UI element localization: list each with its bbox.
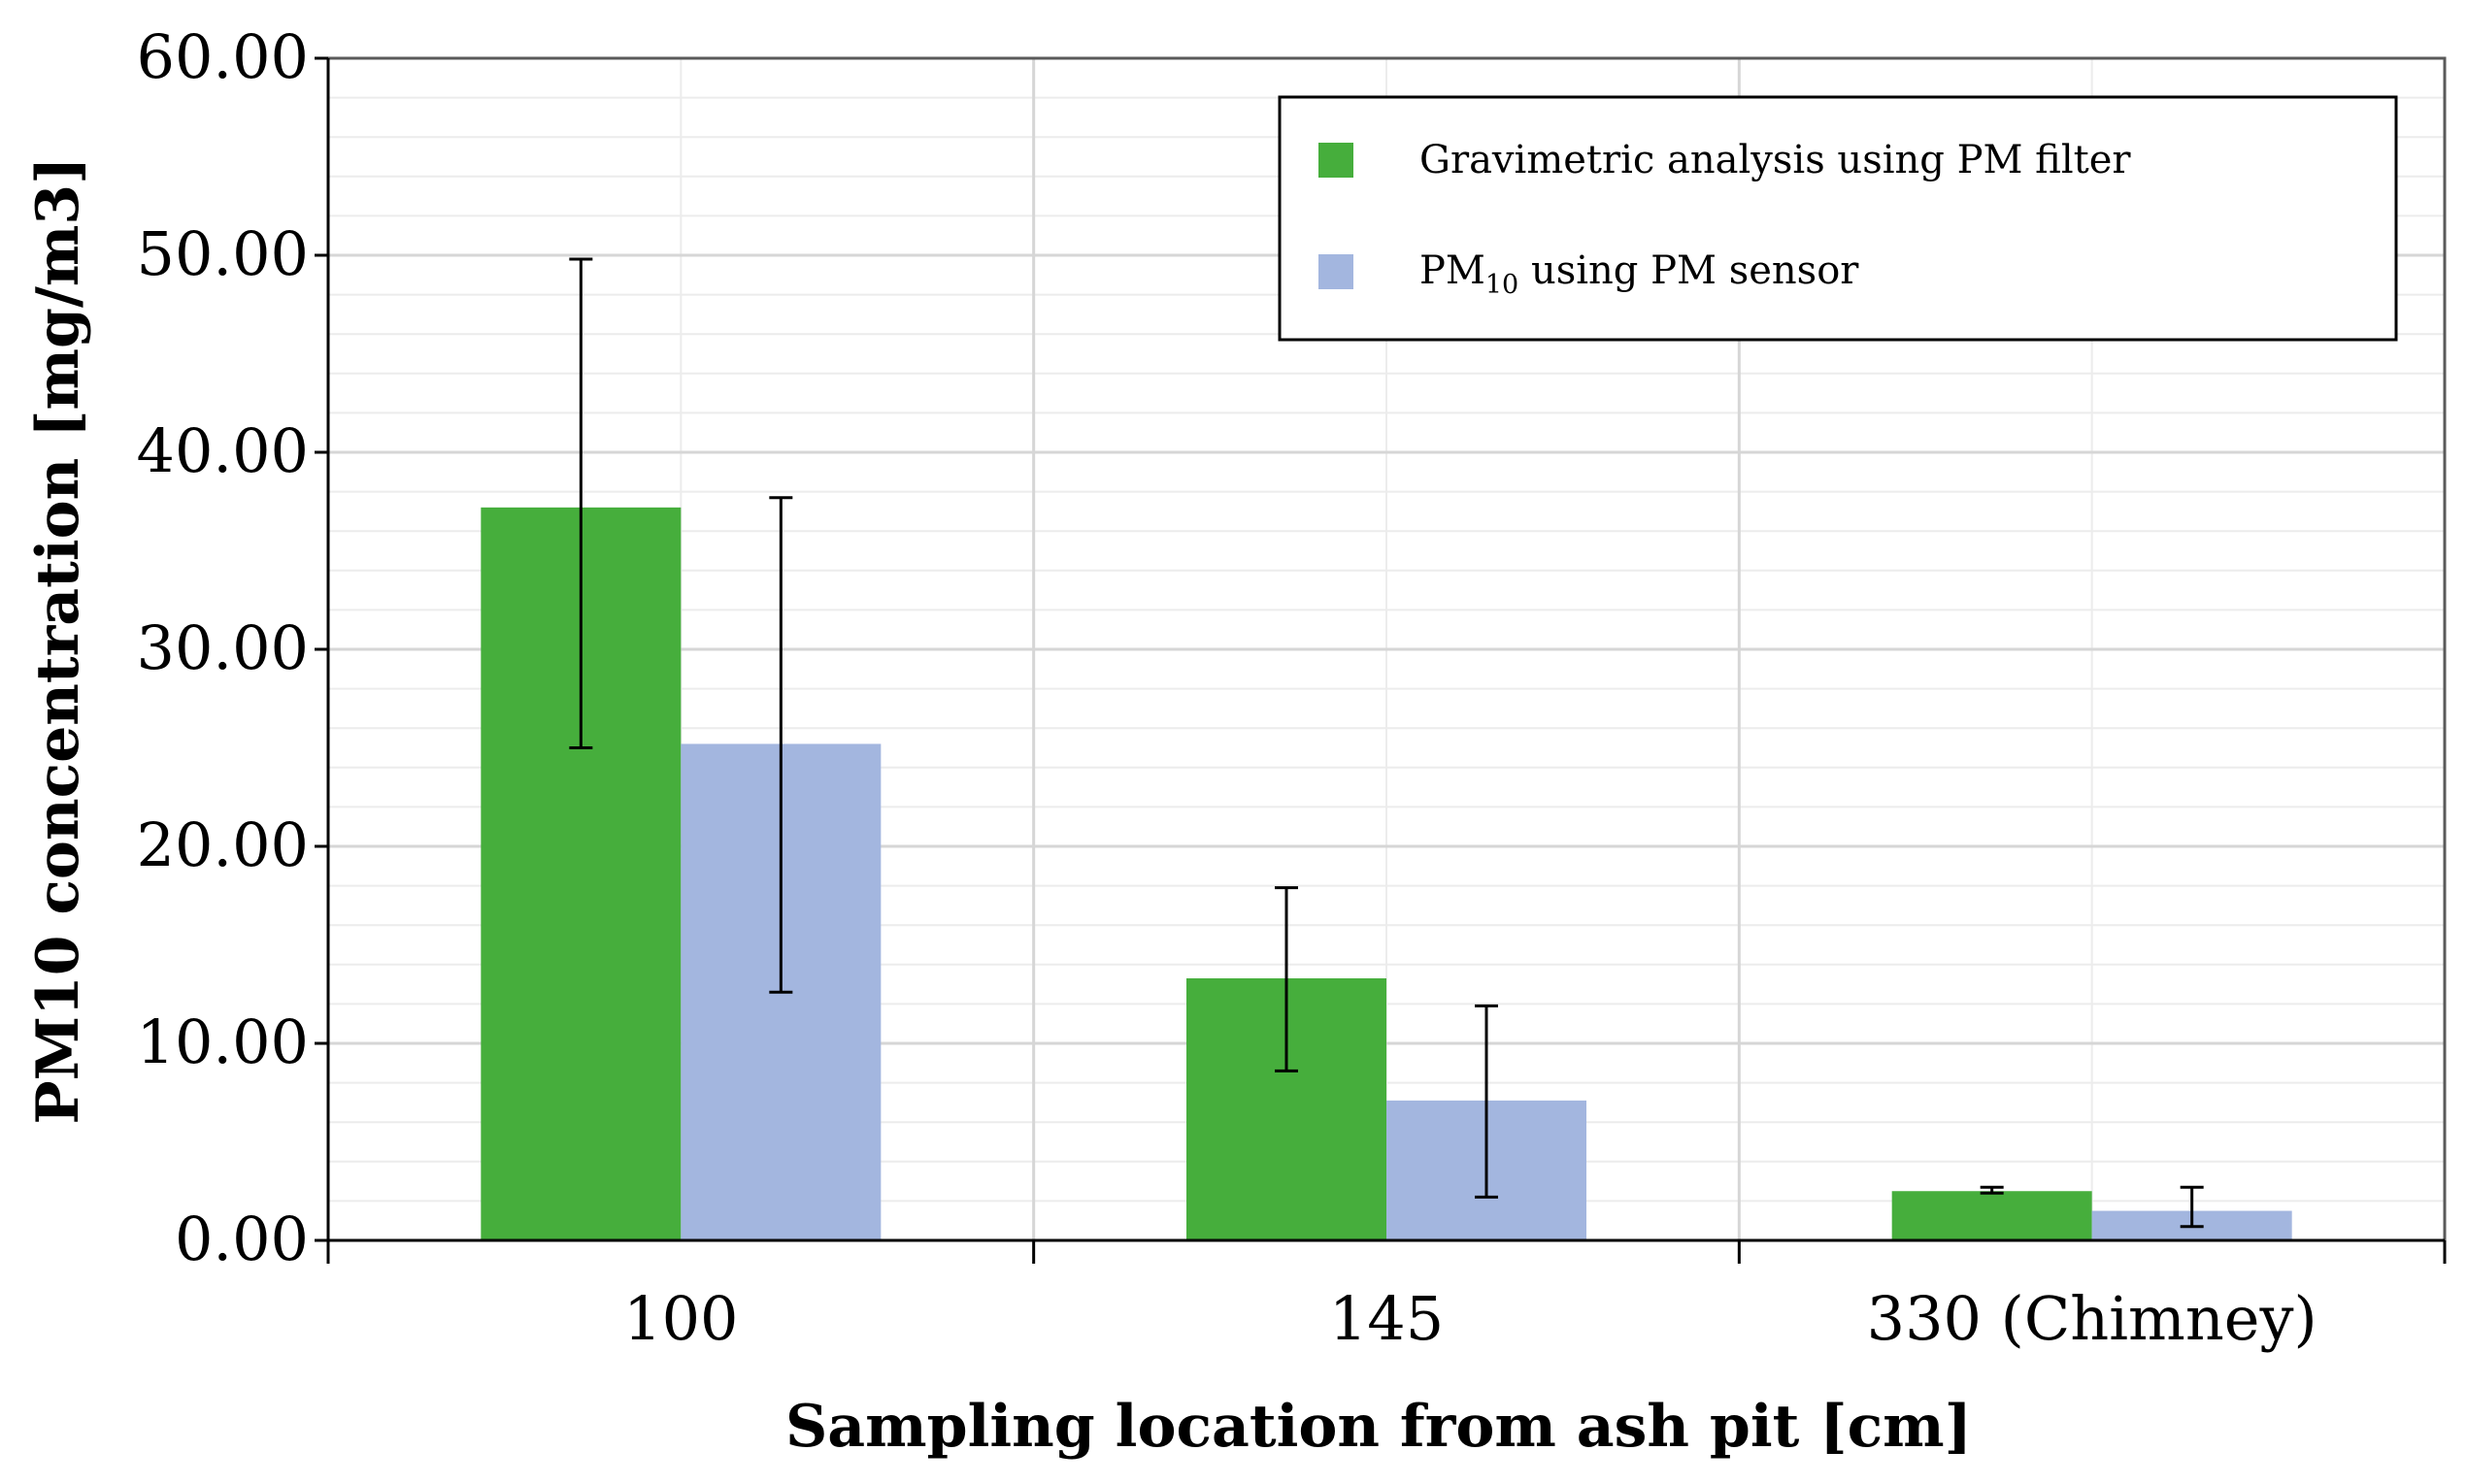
error-bar-gravimetric-2: [1980, 1185, 2004, 1195]
x-tick-label: 145: [1329, 1283, 1444, 1354]
legend-box: [1278, 95, 2398, 342]
y-tick-label: 50.00: [137, 218, 310, 289]
y-tick-label: 0.00: [175, 1204, 309, 1274]
bar-gravimetric-2: [1891, 1191, 2092, 1240]
error-bars: [569, 257, 2204, 1229]
tick-labels: 0.00 10.00 20.00 30.00 40.00 50.00 60.00 100 145…: [137, 21, 2317, 1354]
error-bar-pm-sensor-1: [1475, 1004, 1498, 1199]
error-bar-pm-sensor-0: [769, 496, 793, 994]
y-axis-title: PM10 concentration [mg/m3]: [24, 156, 92, 1124]
y-tick-label: 60.00: [137, 21, 310, 92]
axes: [315, 56, 2447, 1264]
legend-swatch-gravimetric: [1318, 143, 1353, 178]
error-bar-gravimetric-0: [569, 257, 593, 749]
error-bar-pm-sensor-2: [2180, 1185, 2204, 1229]
legend-swatch-pm-sensor: [1318, 254, 1353, 289]
error-bar-gravimetric-1: [1275, 886, 1298, 1072]
x-axis-title: Sampling location from ash pit [cm]: [785, 1393, 1972, 1461]
x-tick-label: 330 (Chimney): [1867, 1283, 2317, 1354]
x-tick-label: 100: [623, 1283, 738, 1354]
legend: Gravimetric analysis using PM filter PM1…: [1278, 95, 2398, 342]
y-tick-label: 20.00: [137, 809, 310, 880]
legend-label-pm-sensor: PM10 using PM sensor: [1419, 248, 1859, 300]
y-tick-label: 10.00: [137, 1006, 310, 1077]
y-tick-label: 40.00: [137, 415, 310, 486]
legend-label-gravimetric: Gravimetric analysis using PM filter: [1419, 138, 2131, 182]
y-tick-label: 30.00: [137, 612, 310, 683]
